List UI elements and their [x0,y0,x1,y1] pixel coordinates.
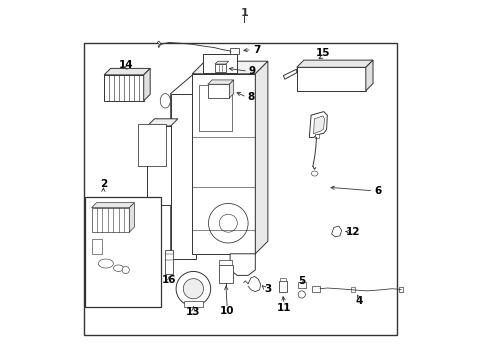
Polygon shape [296,60,372,67]
Bar [183,301,203,307]
Bar [278,281,286,292]
Text: 3: 3 [264,284,271,294]
Text: 8: 8 [247,92,254,102]
Circle shape [176,271,210,306]
Bar [138,124,166,166]
Ellipse shape [98,259,113,268]
Text: 16: 16 [162,275,176,285]
Polygon shape [170,72,196,259]
Bar [91,208,129,232]
Bar [85,197,161,307]
Polygon shape [157,41,161,48]
Bar [207,84,229,98]
Bar [350,287,355,292]
Polygon shape [147,119,178,126]
Circle shape [122,266,129,274]
Bar [91,239,102,254]
Polygon shape [229,80,233,98]
Text: 12: 12 [346,227,360,237]
Text: 5: 5 [298,276,305,286]
Text: 14: 14 [118,60,133,70]
Polygon shape [207,80,233,84]
Bar [147,126,170,205]
Bar [314,134,318,138]
Polygon shape [215,61,228,64]
Polygon shape [255,61,267,254]
Text: 9: 9 [248,66,255,76]
Polygon shape [365,60,372,91]
Bar [297,282,305,288]
Polygon shape [91,203,134,208]
Bar [215,64,225,72]
Bar [296,67,365,91]
Bar [218,265,232,283]
Polygon shape [129,203,134,232]
Bar [170,94,196,259]
Polygon shape [104,68,150,75]
Bar [399,287,402,292]
Ellipse shape [311,171,317,176]
Text: 6: 6 [373,186,381,196]
Polygon shape [331,226,341,237]
Polygon shape [143,68,150,101]
Circle shape [298,291,305,298]
Text: 11: 11 [276,303,291,313]
Text: 15: 15 [315,48,329,58]
Polygon shape [313,116,324,134]
Polygon shape [309,112,326,138]
Bar [165,250,173,274]
Bar [192,74,255,254]
Text: 13: 13 [186,307,200,318]
Bar [84,43,397,335]
Text: 4: 4 [355,296,362,306]
Bar [279,278,285,281]
Text: 1: 1 [240,8,248,18]
Bar [230,48,239,54]
Text: 7: 7 [253,45,260,55]
Bar [203,54,237,73]
Ellipse shape [160,94,170,108]
Polygon shape [283,69,296,79]
Bar [104,75,143,101]
Bar [199,85,231,131]
Circle shape [183,279,203,299]
Ellipse shape [113,265,123,271]
Bar [311,286,320,292]
Text: 2: 2 [100,179,107,189]
Text: 10: 10 [220,306,234,316]
Bar [219,260,232,265]
Polygon shape [192,61,267,74]
Polygon shape [230,254,255,275]
